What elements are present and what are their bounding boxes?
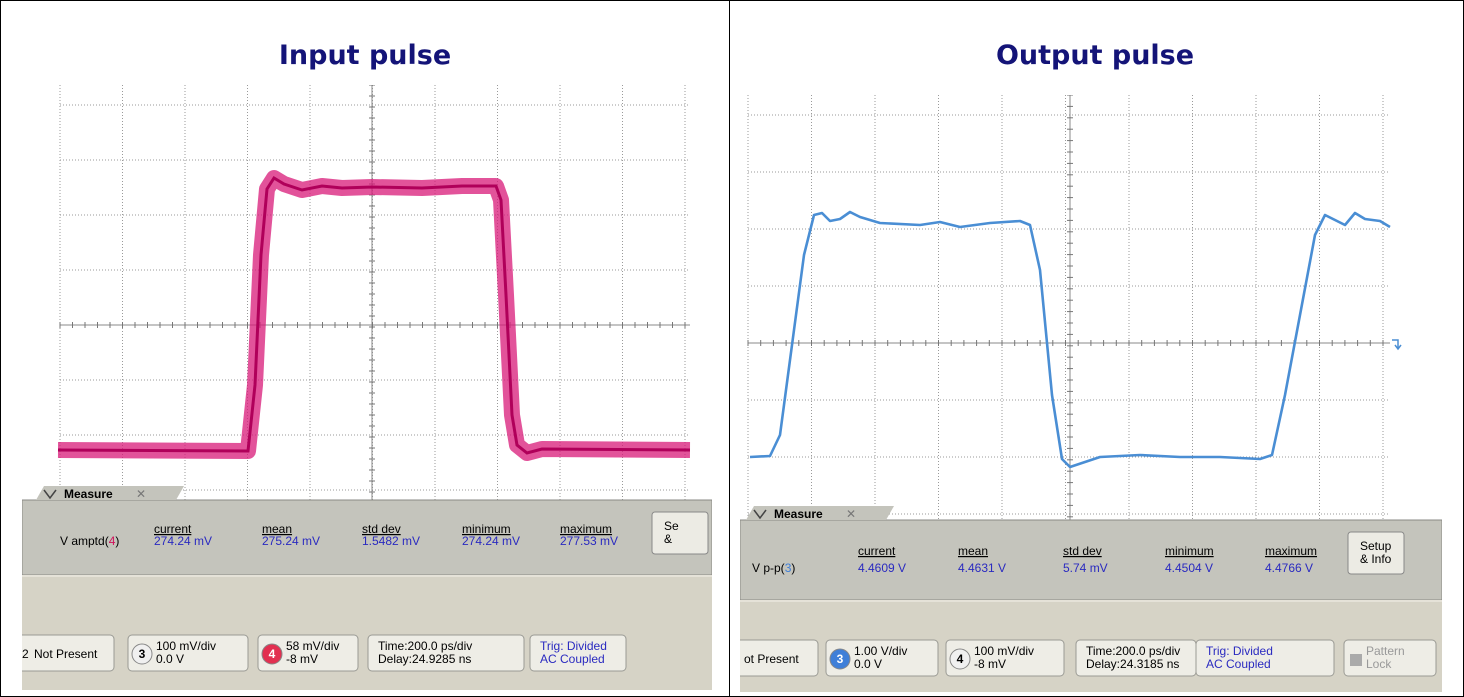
measure-value: 1.5482 mV	[362, 534, 420, 548]
channel-scale: 1.00 V/div	[854, 644, 907, 658]
channel-offset: 0.0 V	[156, 652, 184, 666]
channel-status: Not Present	[34, 647, 98, 661]
measure-label-part: V amptd(	[60, 534, 109, 548]
lock-label: Pattern	[1366, 644, 1405, 658]
trig-label: AC Coupled	[540, 652, 605, 666]
measure-value: 4.4766 V	[1265, 561, 1313, 575]
panel-title: Input pulse	[0, 40, 730, 71]
channel-status: ot Present	[744, 652, 799, 666]
channel-number: 4	[957, 652, 964, 666]
time-label: Delay:24.3185 ns	[1086, 657, 1179, 671]
measure-label: V p-p(3)	[752, 561, 795, 575]
channel-number: 3	[837, 652, 844, 666]
control-bar	[22, 575, 712, 690]
measure-column-header: current	[858, 544, 896, 558]
setup-label: & Info	[1360, 552, 1392, 566]
measure-column-header: maximum	[1265, 544, 1317, 558]
lock-icon	[1350, 654, 1362, 666]
measure-value: 4.4504 V	[1165, 561, 1213, 575]
measure-value: 277.53 mV	[560, 534, 618, 548]
panel-title: Output pulse	[730, 40, 1460, 71]
channel-scale: 58 mV/div	[286, 639, 339, 653]
channel-number: 4	[269, 647, 276, 661]
measure-label-part: V p-p(	[752, 561, 785, 575]
channel-scale: 100 mV/div	[156, 639, 216, 653]
setup-label: Se	[664, 519, 679, 533]
channel-scale: 100 mV/div	[974, 644, 1034, 658]
close-icon: ✕	[136, 487, 146, 501]
measure-value: 274.24 mV	[154, 534, 212, 548]
close-icon: ✕	[846, 507, 856, 521]
measure-column-header: mean	[958, 544, 988, 558]
measure-tab-label: Measure	[64, 487, 113, 501]
trig-label: Trig: Divided	[1206, 644, 1273, 658]
measure-label: V amptd(4)	[60, 534, 119, 548]
time-label: Delay:24.9285 ns	[378, 652, 471, 666]
measure-value: 4.4631 V	[958, 561, 1006, 575]
channel-number: 2	[22, 647, 29, 661]
channel-offset: -8 mV	[974, 657, 1006, 671]
measure-label-part: )	[791, 561, 795, 575]
channel-offset: -8 mV	[286, 652, 318, 666]
measure-value: 4.4609 V	[858, 561, 906, 575]
time-label: Time:200.0 ps/div	[1086, 644, 1180, 658]
setup-label: Setup	[1360, 539, 1392, 553]
measure-label-part: )	[115, 534, 119, 548]
lock-label: Lock	[1366, 657, 1392, 671]
measure-value: 275.24 mV	[262, 534, 320, 548]
measure-tab-label: Measure	[774, 507, 823, 521]
measure-column-header: std dev	[1063, 544, 1102, 558]
cell-divider	[729, 0, 730, 697]
trig-label: AC Coupled	[1206, 657, 1271, 671]
measure-column-header: minimum	[1165, 544, 1214, 558]
channel-offset: 0.0 V	[854, 657, 882, 671]
trig-label: Trig: Divided	[540, 639, 607, 653]
measure-value: 274.24 mV	[462, 534, 520, 548]
setup-button[interactable]	[652, 512, 708, 554]
measure-panel	[740, 520, 1442, 600]
channel-number: 3	[139, 647, 146, 661]
setup-label: &	[664, 532, 672, 546]
measure-value: 5.74 mV	[1063, 561, 1108, 575]
time-label: Time:200.0 ps/div	[378, 639, 472, 653]
